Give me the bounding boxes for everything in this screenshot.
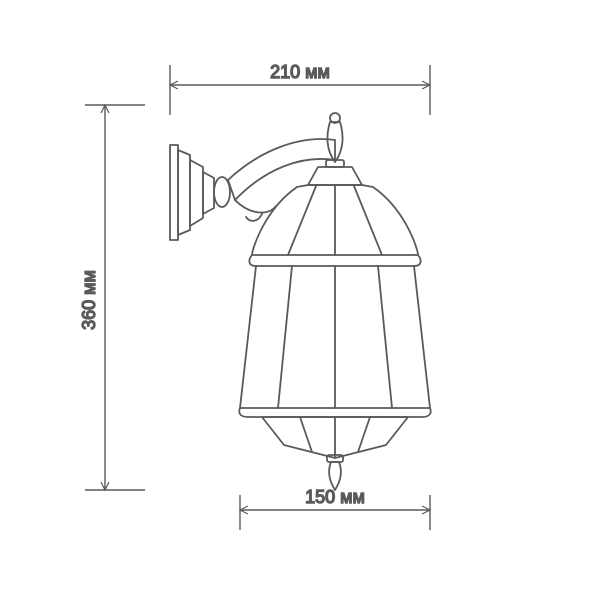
roof [249, 167, 420, 266]
wall-bracket [170, 145, 214, 240]
dimension-drawing: 210 мм 360 мм 150 мм [0, 0, 600, 600]
cage [239, 266, 430, 417]
finial-bottom [327, 455, 343, 490]
dim-left-label: 360 мм [79, 270, 99, 330]
bottom-cap [262, 417, 408, 458]
dim-top-label: 210 мм [270, 62, 330, 82]
dimension-lines: 210 мм 360 мм 150 мм [79, 62, 430, 530]
lantern-outline [170, 113, 431, 490]
